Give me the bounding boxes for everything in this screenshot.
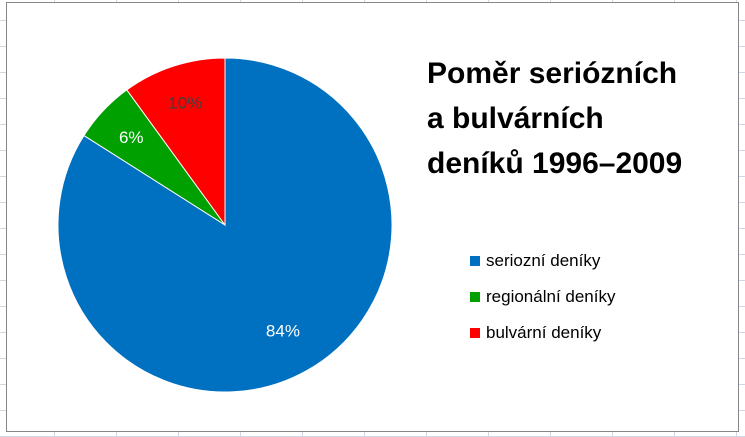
legend-item-bulvarni: bulvární deníky: [470, 315, 710, 351]
legend-label-regionalni: regionální deníky: [486, 287, 616, 306]
chart-title: Poměr seriózních a bulvárních deníků 199…: [427, 57, 683, 180]
pie-slice-2[interactable]: [126, 57, 226, 227]
legend-swatch-seriozni: [470, 256, 480, 266]
legend-label-bulvarni: bulvární deníky: [486, 323, 602, 342]
pie-data-label-2: 10%: [168, 94, 202, 113]
legend-item-regionalni: regionální deníky: [470, 279, 710, 315]
pie-data-label-1: 6%: [119, 128, 144, 147]
chart-legend: seriozní deníky regionální deníky bulvár…: [470, 243, 710, 351]
legend-label-seriozni: seriozní deníky: [486, 251, 601, 270]
legend-swatch-regionalni: [470, 292, 480, 302]
pie-chart: 84% 6% 10%: [57, 57, 393, 393]
chart-frame[interactable]: 84% 6% 10% Poměr seriózních a bulvárních d…: [6, 2, 739, 432]
legend-swatch-bulvarni: [470, 328, 480, 338]
pie-data-label-0: 84%: [266, 321, 300, 340]
legend-item-seriozni: seriozní deníky: [470, 243, 710, 279]
